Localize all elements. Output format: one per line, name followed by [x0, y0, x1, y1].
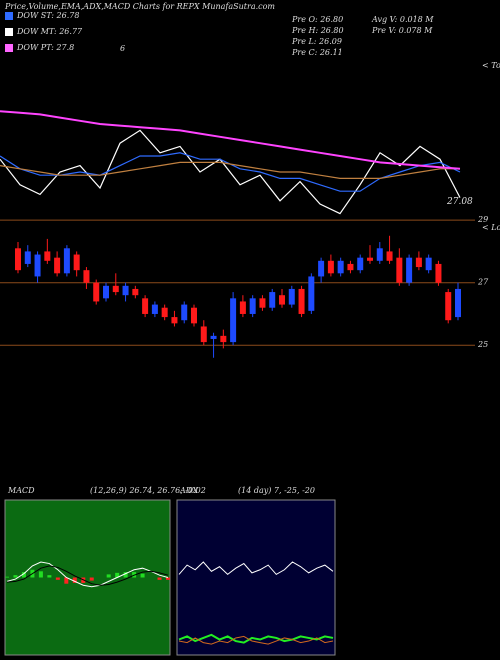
note: 6: [120, 44, 125, 53]
candle-body: [54, 257, 61, 274]
candle-body: [132, 288, 139, 296]
candle-body: [93, 282, 100, 302]
candle-body: [386, 251, 393, 261]
line: [0, 110, 461, 170]
candle-body: [83, 270, 90, 283]
candle-body: [44, 251, 51, 261]
line: [6, 561, 169, 588]
panel-title: MACD: [7, 486, 35, 495]
y-tick-label: 29: [477, 215, 488, 224]
candle-body: [171, 317, 178, 324]
legend-swatch: [5, 44, 13, 52]
histogram-bar: [55, 577, 60, 580]
candle-body: [279, 295, 285, 305]
candle-body: [103, 285, 109, 299]
panel: [176, 499, 336, 656]
panel-subtitle: (14 day) 7, -25, -20: [238, 486, 315, 495]
legend-swatch: [5, 12, 13, 20]
histogram-bar: [140, 573, 145, 578]
candle-body: [122, 285, 129, 296]
histogram-bar: [89, 577, 94, 581]
candle-body: [298, 288, 305, 314]
stat: Pre H: 26.80: [291, 26, 344, 35]
candle-body: [318, 260, 325, 277]
candle-body: [161, 307, 168, 318]
line: [178, 635, 334, 645]
line: [0, 129, 461, 215]
tops-label: < Tops: [482, 61, 500, 70]
candle-body: [445, 292, 452, 321]
candle-body: [396, 257, 403, 283]
histogram-bar: [166, 577, 170, 580]
candle-body: [24, 251, 31, 264]
candle-body: [191, 307, 197, 324]
candle-body: [455, 288, 461, 318]
candle-body: [308, 276, 315, 311]
candle-body: [220, 335, 227, 343]
lows-label: < Lows: [482, 223, 500, 232]
line: [6, 565, 169, 586]
candle-body: [73, 254, 80, 271]
histogram-bar: [72, 577, 77, 583]
candle-body: [200, 326, 207, 343]
histogram-bar: [123, 572, 128, 578]
candle-body: [34, 254, 41, 277]
candle-body: [151, 304, 158, 314]
panel-subtitle: (12,26,9) 26.74, 26.76, -0.02: [90, 486, 206, 495]
legend-label: DOW PT: 27.8: [16, 43, 74, 52]
candle-body: [357, 257, 364, 271]
candle-body: [347, 263, 354, 271]
stat: Pre C: 26.11: [291, 48, 343, 57]
histogram-bar: [13, 575, 18, 578]
candle-body: [259, 298, 266, 308]
candle-body: [376, 248, 383, 261]
stat: Pre O: 26.80: [291, 15, 343, 24]
candle-body: [269, 292, 276, 308]
line: [178, 561, 334, 576]
candle-body: [406, 257, 413, 283]
histogram-bar: [64, 577, 69, 584]
stat: Pre V: 0.078 M: [371, 26, 433, 35]
candle-body: [425, 257, 432, 271]
y-tick-label: 25: [477, 340, 488, 349]
candle-body: [181, 304, 188, 321]
panel: [4, 499, 171, 656]
y-tick-label: 27: [477, 278, 489, 287]
histogram-bar: [38, 571, 43, 578]
candle-body: [327, 260, 334, 274]
candle-body: [435, 263, 442, 283]
legend-label: DOW MT: 26.77: [16, 27, 83, 36]
stat: Avg V: 0.018 M: [371, 15, 434, 24]
histogram-bar: [5, 576, 9, 578]
last-value-label: 27.08: [446, 197, 473, 207]
candle-body: [63, 248, 70, 274]
candle-body: [367, 257, 373, 261]
candle-body: [112, 285, 119, 293]
histogram-bar: [21, 572, 26, 578]
line: [178, 633, 334, 644]
histogram-bar: [157, 577, 162, 580]
histogram-bar: [47, 575, 52, 578]
candle-body: [15, 248, 21, 271]
candle-body: [239, 301, 246, 314]
candle-body: [415, 257, 422, 268]
histogram-bar: [115, 572, 120, 578]
candle-body: [142, 298, 149, 314]
stat: Pre L: 26.09: [291, 37, 342, 46]
page-title: Price,Volume,EMA,ADX,MACD Charts for REP…: [4, 2, 275, 11]
candle-body: [210, 335, 217, 339]
histogram-bar: [106, 574, 111, 578]
legend-label: DOW ST: 26.78: [16, 11, 79, 20]
candle-body: [337, 260, 344, 274]
candle-body: [249, 298, 256, 314]
line: [0, 161, 460, 179]
candle-body: [230, 298, 237, 343]
panel-title: ADX: [179, 486, 198, 495]
legend-swatch: [5, 28, 13, 36]
candle-body: [288, 288, 295, 305]
